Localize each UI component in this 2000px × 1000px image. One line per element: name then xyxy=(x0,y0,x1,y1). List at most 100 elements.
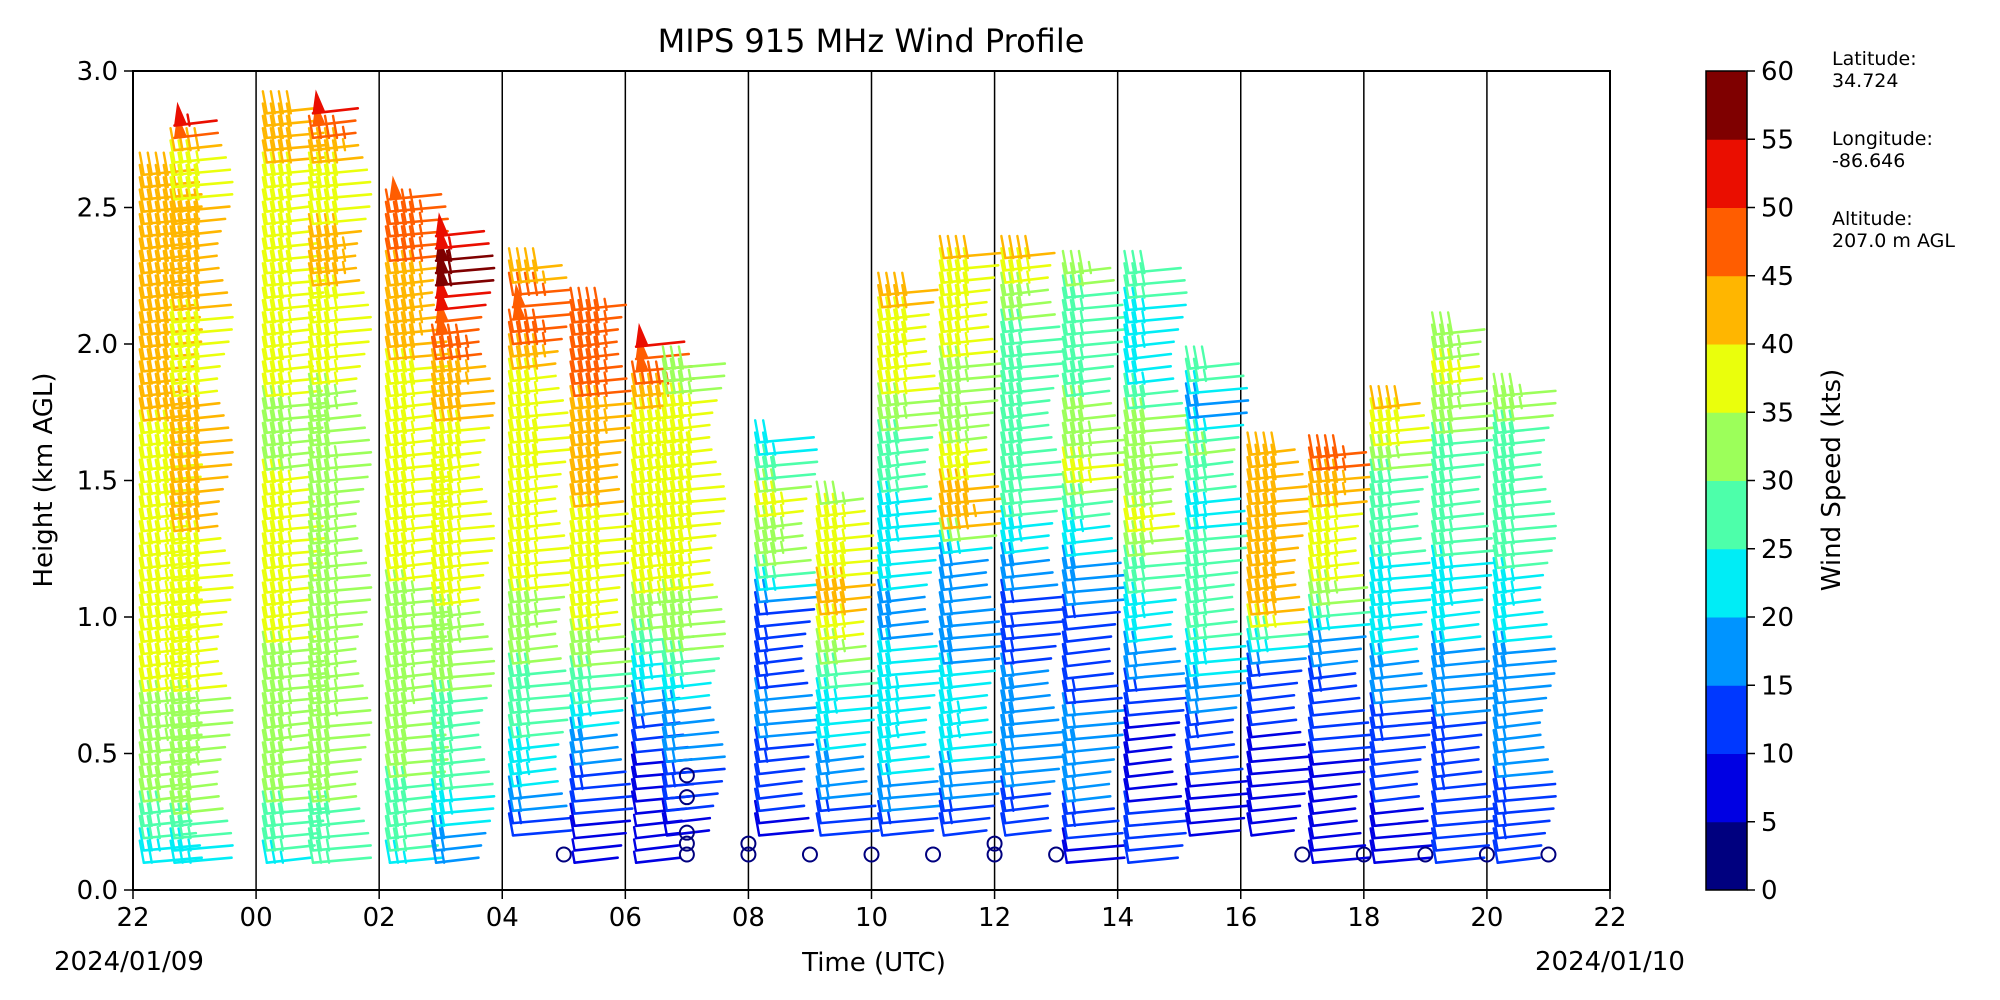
wind-barb xyxy=(1369,581,1432,607)
wind-barb xyxy=(1061,458,1122,484)
wind-barb xyxy=(661,726,724,751)
wind-barb xyxy=(1430,790,1495,815)
wind-barb xyxy=(877,308,927,334)
calm-marker xyxy=(678,835,695,852)
wind-barb xyxy=(815,664,879,690)
wind-barb xyxy=(1061,569,1127,594)
calm-marker xyxy=(1048,846,1065,863)
wind-barb xyxy=(261,458,311,484)
wind-barb xyxy=(169,606,223,631)
wind-barb xyxy=(877,627,938,653)
x-axis-label: Time (UTC) xyxy=(801,948,946,978)
wind-barb xyxy=(1184,591,1235,616)
wind-barb xyxy=(434,236,494,263)
wind-barb xyxy=(877,763,939,788)
wind-barb xyxy=(384,323,448,349)
wind-barb xyxy=(877,701,928,727)
wind-barb xyxy=(1000,738,1064,763)
wind-barb xyxy=(307,348,361,373)
wind-barb xyxy=(938,750,1004,776)
wind-barb xyxy=(507,603,558,628)
wind-barb xyxy=(632,850,682,865)
wind-barb xyxy=(661,615,727,641)
wind-barb xyxy=(138,458,202,484)
wind-barb xyxy=(1430,679,1495,705)
wind-barb xyxy=(1061,839,1126,865)
wind-barb xyxy=(430,446,480,471)
wind-barb xyxy=(1061,667,1119,693)
wind-barb xyxy=(138,483,194,508)
wind-barb xyxy=(1430,409,1496,435)
wind-barb xyxy=(507,652,567,677)
wind-barb xyxy=(1123,286,1187,312)
wind-barb xyxy=(1123,569,1182,594)
wind-barb xyxy=(261,384,326,410)
wind-barb xyxy=(877,578,926,604)
wind-barb xyxy=(1492,642,1557,668)
wind-barb xyxy=(138,618,193,643)
wind-barb xyxy=(1061,704,1127,729)
wind-barb xyxy=(877,750,935,776)
wind-barb xyxy=(938,529,993,555)
wind-barb xyxy=(1123,753,1174,779)
wind-barb xyxy=(1000,357,1060,383)
wind-barb xyxy=(661,812,711,837)
wind-barb xyxy=(1430,323,1482,349)
wind-barb xyxy=(1000,750,1061,776)
wind-barb xyxy=(1492,384,1557,410)
wind-barb xyxy=(661,652,716,677)
wind-barb xyxy=(1184,357,1245,383)
wind-barb xyxy=(1000,419,1053,444)
wind-barb xyxy=(753,726,815,751)
calm-marker xyxy=(863,846,880,863)
wind-barb xyxy=(938,763,1003,788)
wind-barb xyxy=(877,787,942,813)
wind-barb xyxy=(1061,446,1126,471)
wind-barb xyxy=(1000,713,1064,739)
wind-barb xyxy=(261,655,327,680)
wind-barb xyxy=(1123,249,1182,275)
wind-barb xyxy=(1184,345,1240,370)
wind-barb xyxy=(1000,763,1056,788)
wind-barb xyxy=(569,655,634,680)
wind-barb xyxy=(877,320,926,346)
calm-markers xyxy=(555,767,1557,863)
station-longitude: Longitude: -86.646 xyxy=(1832,128,1955,172)
wind-barb xyxy=(1000,799,1050,825)
wind-barb xyxy=(1184,713,1234,739)
wind-barb xyxy=(1307,679,1361,705)
wind-barb xyxy=(1430,495,1485,521)
wind-barb xyxy=(661,369,723,395)
wind-barb xyxy=(1061,679,1123,705)
colorbar-tick-label: 40 xyxy=(1761,330,1794,360)
wind-barb xyxy=(1492,704,1542,729)
wind-barb xyxy=(261,176,314,201)
wind-barb xyxy=(261,139,326,164)
wind-barb xyxy=(1369,827,1434,852)
wind-barb xyxy=(1492,532,1553,557)
wind-barb xyxy=(815,615,865,641)
x-tick-label: 14 xyxy=(1101,903,1134,933)
wind-barb xyxy=(261,581,311,607)
wind-barb xyxy=(507,738,557,763)
wind-barb xyxy=(169,753,219,779)
wind-barb xyxy=(569,753,627,779)
wind-barb xyxy=(1061,384,1113,410)
wind-barb xyxy=(1000,554,1054,579)
wind-barb xyxy=(507,775,564,800)
wind-barb xyxy=(307,409,367,435)
wind-barb xyxy=(384,384,437,410)
wind-barb xyxy=(507,320,563,346)
wind-barb xyxy=(938,726,998,751)
wind-barb xyxy=(430,532,494,557)
wind-barb xyxy=(261,618,317,643)
wind-barb xyxy=(1123,458,1174,484)
wind-barb xyxy=(1307,827,1367,852)
wind-barb xyxy=(307,163,372,189)
wind-barb xyxy=(507,345,557,370)
wind-barb xyxy=(138,655,189,680)
wind-barb xyxy=(569,728,619,754)
wind-barb xyxy=(169,814,233,840)
wind-barb xyxy=(1492,556,1545,582)
wind-barb xyxy=(1246,566,1297,592)
